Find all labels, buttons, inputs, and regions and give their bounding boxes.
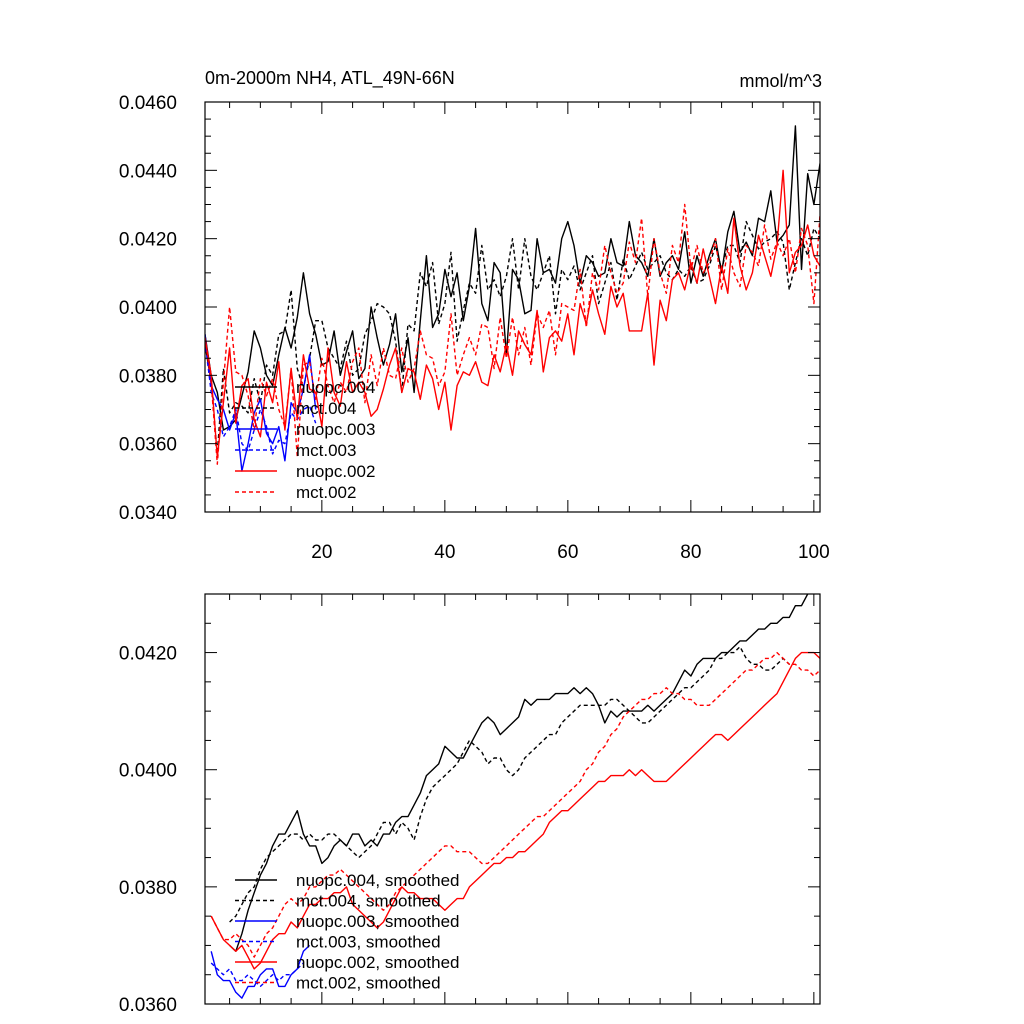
y-tick-label: 0.0340	[119, 503, 177, 524]
series-line-mct-003-smoothed	[210, 962, 304, 988]
legend-label: nuopc.002, smoothed	[296, 953, 460, 972]
y-tick-label: 0.0440	[119, 161, 177, 182]
y-tick-label: 0.0460	[119, 93, 177, 114]
x-tick-label: 80	[680, 542, 701, 563]
legend-label: mct.004	[296, 399, 356, 418]
legend-label: nuopc.003, smoothed	[296, 912, 460, 931]
y-tick-label: 0.0380	[119, 366, 177, 387]
y-tick-label: 0.0400	[119, 761, 177, 782]
series-line-nuopc-002	[205, 169, 820, 458]
top-plot-area: 0.0340 0.0360 0.0380 0.0400 0.0420 0.0440 0.04…	[119, 93, 830, 563]
series-line-mct-004-smoothed	[229, 646, 790, 923]
x-tick-label: 20	[311, 542, 332, 563]
legend-label: mct.003	[296, 441, 356, 460]
x-tick-label: 60	[557, 542, 578, 563]
y-tick-label: 0.0380	[119, 878, 177, 899]
top-panel: 0m-2000m NH4, ATL_49N-66N mmol/m^3 0.034…	[119, 68, 830, 563]
bottom-plot-area: 0.0360 0.0380 0.0400 0.0420 nuopc.004, smoot…	[119, 593, 821, 1016]
y-tick-label: 0.0420	[119, 230, 177, 251]
y-tick-label: 0.0360	[119, 995, 177, 1016]
legend-label: nuopc.002	[296, 462, 375, 481]
series-line-nuopc-002-smoothed	[210, 651, 820, 970]
legend-label: mct.004, smoothed	[296, 892, 441, 911]
y-tick-label: 0.0420	[119, 644, 177, 665]
y-tick-label: 0.0360	[119, 435, 177, 456]
legend-label: nuopc.003	[296, 420, 375, 439]
chart-title: 0m-2000m NH4, ATL_49N-66N	[205, 68, 455, 89]
legend-label: mct.002, smoothed	[296, 974, 441, 993]
series-line-mct-002-smoothed	[210, 651, 820, 958]
legend-label: nuopc.004	[296, 378, 375, 397]
y-tick-label: 0.0400	[119, 298, 177, 319]
bottom-panel: 0.0360 0.0380 0.0400 0.0420 nuopc.004, smoot…	[119, 593, 821, 1016]
x-tick-label: 100	[798, 542, 830, 563]
x-tick-label: 40	[434, 542, 455, 563]
series-line-nuopc-004	[205, 125, 820, 431]
legend-label: mct.003, smoothed	[296, 933, 441, 952]
legend-label: nuopc.004, smoothed	[296, 871, 460, 890]
legend-label: mct.002	[296, 483, 356, 502]
series-line-nuopc-004-smoothed	[229, 594, 809, 952]
units-label: mmol/m^3	[740, 71, 822, 91]
